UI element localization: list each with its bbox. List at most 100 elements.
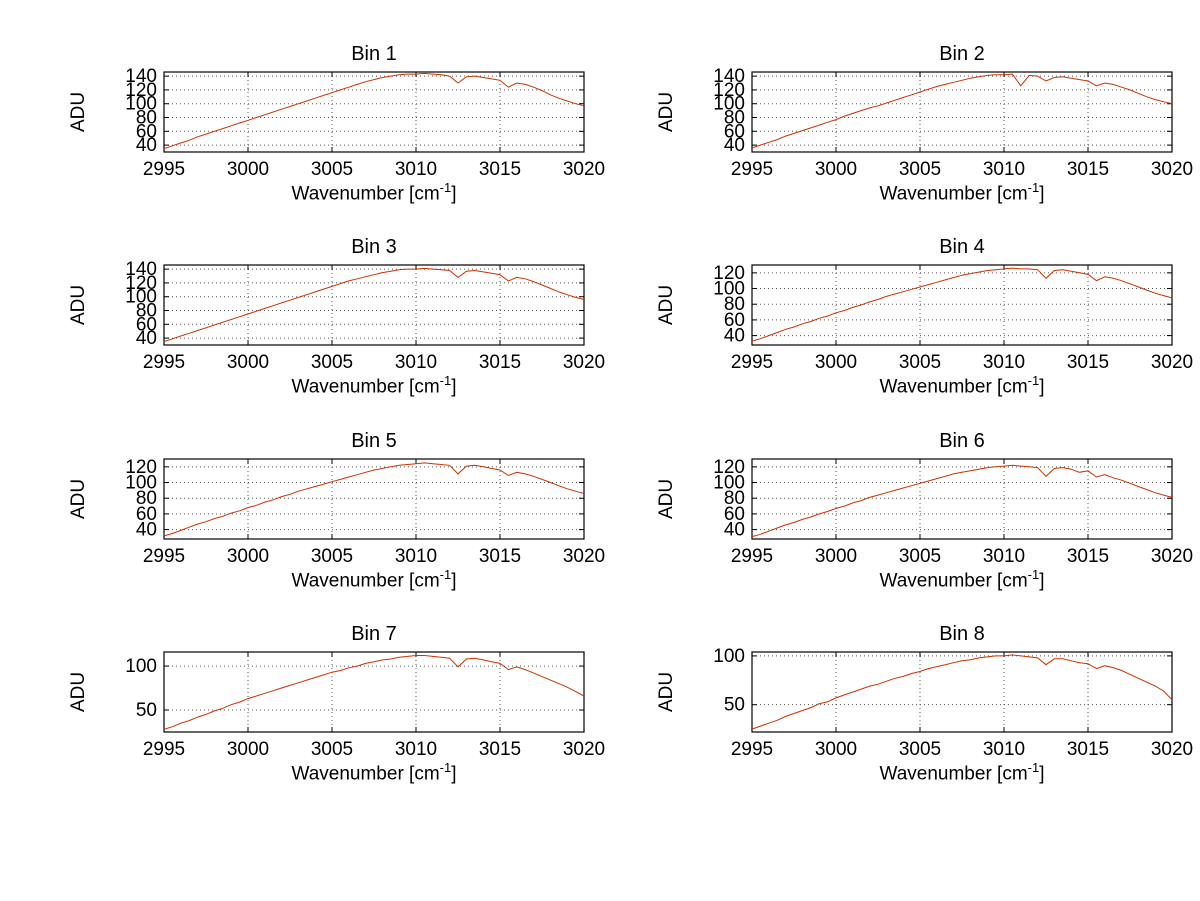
y-tick-label: 100 — [125, 472, 157, 493]
x-axis-label-close: ] — [1039, 763, 1045, 785]
y-tick-label: 50 — [724, 695, 745, 716]
axes-box — [751, 458, 1173, 540]
x-tick-label: 3005 — [899, 739, 941, 758]
y-axis-label: ADU — [68, 478, 89, 519]
y-tick-label: 100 — [125, 94, 157, 115]
x-axis-label-close: ] — [451, 763, 457, 785]
x-tick-label: 3020 — [1151, 352, 1193, 371]
x-tick-label: 2995 — [731, 546, 773, 565]
subplot-bin-7: Bin 7 ADU 2995 3000 3005 3010 3015 3020 50 100 … — [66, 622, 612, 785]
y-tick-label: 60 — [136, 315, 157, 336]
x-tick-label: 3010 — [395, 739, 437, 758]
x-tick-label: 3015 — [479, 159, 521, 178]
y-axis-label: ADU — [68, 91, 89, 133]
axis-ticks — [163, 651, 585, 732]
x-axis-label-superscript: -1 — [1027, 759, 1040, 775]
x-axis-label-superscript: -1 — [1027, 373, 1040, 389]
axis-ticks — [751, 651, 1173, 732]
subplot-title: Bin 7 — [351, 622, 397, 645]
y-tick-label: 100 — [713, 646, 745, 667]
x-axis-label-superscript: -1 — [1027, 180, 1040, 195]
x-axis-label-superscript: -1 — [439, 180, 452, 195]
plot-canvas-bin-7: 2995 3000 3005 3010 3015 3020 50 100 — [125, 651, 605, 758]
y-tick-label: 100 — [125, 287, 157, 308]
x-axis-label: Wavenumber [cm-1] — [164, 760, 584, 785]
y-axis-label: ADU — [656, 671, 677, 713]
x-axis-label: Wavenumber [cm-1] — [164, 373, 584, 398]
x-tick-label: 3010 — [983, 546, 1025, 565]
y-tick-label: 40 — [724, 326, 745, 347]
axis-ticks — [751, 458, 1173, 539]
x-axis-label: Wavenumber [cm-1] — [752, 567, 1172, 592]
y-tick-label: 60 — [724, 310, 745, 331]
x-axis-label-close: ] — [1039, 376, 1045, 398]
x-tick-label: 3010 — [395, 546, 437, 565]
x-tick-label: 2995 — [731, 352, 773, 371]
x-tick-label: 3000 — [815, 546, 857, 565]
y-axis-label: ADU — [68, 671, 89, 713]
x-axis-label-close: ] — [1039, 183, 1045, 205]
y-tick-label: 100 — [713, 472, 745, 493]
x-tick-label: 3000 — [227, 352, 269, 371]
x-axis-label: Wavenumber [cm-1] — [752, 373, 1172, 398]
x-tick-label: 3005 — [311, 159, 353, 178]
x-axis-label-text: Wavenumber [cm — [879, 763, 1028, 785]
grid-lines — [752, 651, 1172, 732]
y-tick-label: 60 — [136, 504, 157, 525]
grid-lines — [752, 458, 1172, 539]
axis-ticks — [163, 458, 585, 539]
subplot-title: Bin 1 — [351, 43, 397, 65]
y-tick-label: 60 — [724, 121, 745, 142]
x-axis-label: Wavenumber [cm-1] — [752, 760, 1172, 785]
y-tick-label: 120 — [713, 456, 745, 477]
x-tick-label: 3000 — [227, 159, 269, 178]
x-tick-label: 3005 — [899, 546, 941, 565]
axis-ticks — [163, 265, 585, 346]
spectrum-line — [751, 464, 1173, 537]
x-tick-label: 3010 — [395, 352, 437, 371]
spectrum-line — [751, 73, 1173, 149]
subplot-title: Bin 3 — [351, 236, 397, 259]
subplot-bin-1: Bin 1 ADU 2995 3000 3005 3010 3015 3020 40 60 80… — [66, 42, 612, 205]
x-tick-label: 2995 — [731, 159, 773, 178]
y-tick-label: 60 — [724, 504, 745, 525]
x-axis-label-superscript: -1 — [439, 373, 452, 389]
x-tick-label: 3015 — [1067, 546, 1109, 565]
y-tick-label: 120 — [713, 80, 745, 101]
axis-ticks — [751, 265, 1173, 346]
x-axis-label-text: Wavenumber [cm — [291, 569, 440, 591]
x-tick-label: 3010 — [983, 739, 1025, 758]
y-tick-label: 80 — [136, 108, 157, 129]
grid-lines — [164, 651, 584, 732]
grid-lines — [752, 265, 1172, 346]
x-tick-label: 3010 — [983, 352, 1025, 371]
subplot-title: Bin 5 — [351, 429, 397, 452]
x-axis-label: Wavenumber [cm-1] — [752, 180, 1172, 205]
x-tick-label: 3010 — [983, 159, 1025, 178]
subplot-title: Bin 6 — [939, 429, 985, 452]
x-axis-label-text: Wavenumber [cm — [291, 376, 440, 398]
x-tick-label: 3020 — [563, 159, 605, 178]
x-tick-label: 3000 — [227, 546, 269, 565]
y-axis-label: ADU — [656, 91, 677, 133]
x-tick-label: 3005 — [311, 546, 353, 565]
x-tick-label: 2995 — [731, 739, 773, 758]
y-axis-label: ADU — [68, 285, 89, 326]
y-tick-label: 80 — [136, 488, 157, 509]
x-axis-label-close: ] — [451, 376, 457, 398]
subplot-title: Bin 8 — [939, 622, 985, 645]
axes-box — [163, 264, 585, 346]
x-tick-label: 3005 — [311, 352, 353, 371]
axes-box — [751, 71, 1173, 153]
axes-box — [751, 264, 1173, 346]
x-tick-label: 3020 — [563, 352, 605, 371]
y-tick-label: 120 — [713, 263, 745, 284]
subplot-bin-2: Bin 2 ADU 2995 3000 3005 3010 3015 3020 40 60 80… — [654, 42, 1200, 205]
y-tick-label: 80 — [136, 301, 157, 322]
